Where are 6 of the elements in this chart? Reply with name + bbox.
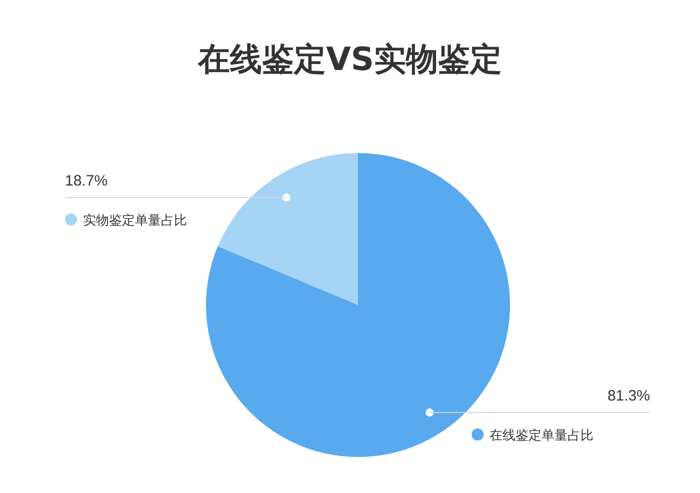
chart-title: 在线鉴定VS实物鉴定 (196, 39, 503, 80)
data-label: 18.7% (65, 172, 108, 190)
legend-label: 在线鉴定单量占比 (490, 428, 594, 444)
legend-label: 实物鉴定单量占比 (83, 213, 187, 228)
data-label: 81.3% (607, 388, 650, 405)
pie-slice (218, 153, 358, 305)
